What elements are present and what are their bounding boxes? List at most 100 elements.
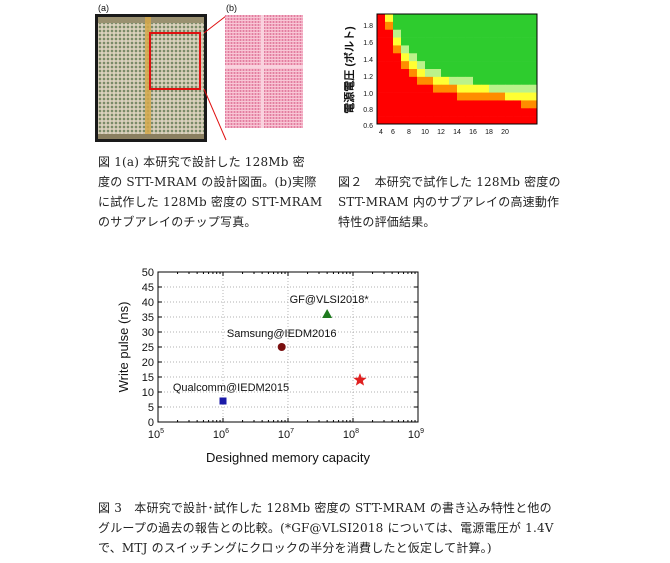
fig3-x-tick-label: 109 bbox=[408, 428, 424, 441]
fig3-y-tick-label: 50 bbox=[142, 267, 154, 279]
fig2-shmoo-cell bbox=[489, 116, 498, 125]
svg-text:18: 18 bbox=[485, 129, 493, 136]
fig2-shmoo-cell bbox=[441, 108, 450, 117]
fig2-shmoo-cell bbox=[465, 53, 474, 62]
fig2-shmoo-cell bbox=[433, 108, 442, 117]
fig2-shmoo-cell bbox=[393, 116, 402, 125]
fig2-shmoo-cell bbox=[425, 92, 434, 101]
fig2-shmoo-plot: 電源電圧 (ボルト) 1.8 1.6 1.4 1.2 1.0 0.8 0.6 6… bbox=[342, 13, 538, 136]
fig2-shmoo-cell bbox=[513, 61, 522, 70]
fig2-shmoo-cell bbox=[425, 100, 434, 109]
svg-text:1.0: 1.0 bbox=[363, 91, 373, 98]
fig3-y-tick-label: 40 bbox=[142, 297, 154, 309]
fig2-shmoo-cell bbox=[521, 116, 530, 125]
fig2-shmoo-cell bbox=[449, 92, 458, 101]
fig2-shmoo-cell bbox=[481, 21, 490, 31]
fig3-y-tick-label: 15 bbox=[142, 372, 154, 384]
fig2-shmoo-cell bbox=[393, 92, 402, 101]
fig2-shmoo-cell bbox=[489, 92, 498, 101]
fig2-shmoo-cell bbox=[521, 14, 530, 23]
fig3-y-tick-label: 20 bbox=[142, 357, 154, 369]
fig2-shmoo-cell bbox=[465, 76, 474, 86]
fig2-shmoo-cell bbox=[409, 14, 418, 23]
fig2-shmoo-cell bbox=[401, 69, 410, 78]
fig3-y-tick-label: 30 bbox=[142, 327, 154, 339]
fig2-shmoo-cell bbox=[505, 92, 514, 101]
fig2-shmoo-cell bbox=[529, 69, 538, 78]
fig2-shmoo-cell bbox=[481, 37, 490, 46]
fig2-shmoo-cell bbox=[497, 76, 506, 86]
fig2-shmoo-cell bbox=[505, 53, 514, 62]
fig3-y-tick-label: 35 bbox=[142, 312, 154, 324]
fig2-shmoo-cell bbox=[497, 21, 506, 31]
fig2-shmoo-cell bbox=[409, 45, 418, 54]
fig3-x-tick-label: 107 bbox=[278, 428, 294, 441]
fig2-shmoo-cell bbox=[417, 116, 426, 125]
svg-text:20: 20 bbox=[501, 129, 509, 136]
fig2-shmoo-cell bbox=[529, 14, 538, 23]
fig2-shmoo-cell bbox=[457, 29, 466, 38]
fig2-shmoo-cell bbox=[513, 92, 522, 101]
fig1-caption: 図 1(a) 本研究で設計した 128Mb 密 度の STT-MRAM の設計図… bbox=[98, 152, 333, 232]
fig2-shmoo-cell bbox=[401, 53, 410, 62]
fig2-shmoo-cell bbox=[449, 100, 458, 109]
fig2-shmoo-cell bbox=[449, 84, 458, 93]
fig2-shmoo-cell bbox=[457, 45, 466, 54]
fig2-shmoo-cell bbox=[433, 92, 442, 101]
fig2-shmoo-cell bbox=[529, 37, 538, 46]
fig2-shmoo-cell bbox=[497, 29, 506, 38]
fig3-caption-line: グループの過去の報告との比較。(*GF@VLSI2018 については、電源電圧が… bbox=[98, 521, 554, 535]
fig2-shmoo-cell bbox=[457, 37, 466, 46]
fig3-ticks: 0 5 10 15 20 25 30 35 40 45 50 105 106 107 108 109 bbox=[142, 267, 424, 441]
fig2-shmoo-cell bbox=[497, 69, 506, 78]
fig2-shmoo-cell bbox=[473, 29, 482, 38]
fig2-shmoo-cell bbox=[377, 116, 386, 125]
fig2-shmoo-cell bbox=[385, 100, 394, 109]
fig2-shmoo-cell bbox=[529, 108, 538, 117]
fig2-shmoo-cell bbox=[449, 76, 458, 86]
fig2-shmoo-cell bbox=[441, 21, 450, 31]
fig2-shmoo-cell bbox=[433, 37, 442, 46]
fig3-point-square bbox=[219, 397, 227, 405]
fig2-shmoo-cell bbox=[489, 45, 498, 54]
fig2-shmoo-cell bbox=[409, 92, 418, 101]
fig2-shmoo-cell bbox=[401, 116, 410, 125]
fig2-shmoo-cell bbox=[441, 92, 450, 101]
fig2-shmoo-cell bbox=[465, 21, 474, 31]
fig2-shmoo-cell bbox=[497, 84, 506, 93]
fig2-shmoo-cell bbox=[433, 53, 442, 62]
fig2-shmoo-cell bbox=[505, 21, 514, 31]
fig2-shmoo-cell bbox=[425, 84, 434, 93]
svg-text:1.4: 1.4 bbox=[363, 57, 373, 64]
fig2-shmoo-cell bbox=[457, 76, 466, 86]
fig2-shmoo-cell bbox=[393, 21, 402, 31]
fig2-shmoo-cell bbox=[385, 116, 394, 125]
fig2-shmoo-cell bbox=[377, 100, 386, 109]
fig2-shmoo-cell bbox=[481, 92, 490, 101]
svg-text:10: 10 bbox=[421, 129, 429, 136]
fig2-shmoo-cell bbox=[385, 69, 394, 78]
fig2-shmoo-cell bbox=[449, 61, 458, 70]
fig3-y-tick-label: 45 bbox=[142, 282, 154, 294]
fig3-y-tick-label: 25 bbox=[142, 342, 154, 354]
fig2-shmoo-grid bbox=[377, 14, 538, 125]
fig2-shmoo-cell bbox=[489, 14, 498, 23]
fig2-shmoo-cell bbox=[465, 92, 474, 101]
fig2-shmoo-cell bbox=[377, 53, 386, 62]
fig2-shmoo-cell bbox=[425, 76, 434, 86]
fig2-shmoo-cell bbox=[409, 116, 418, 125]
fig2-shmoo-cell bbox=[457, 69, 466, 78]
fig2-shmoo-cell bbox=[505, 45, 514, 54]
fig3-x-tick-label: 105 bbox=[148, 428, 164, 441]
fig2-shmoo-cell bbox=[481, 45, 490, 54]
fig2-shmoo-cell bbox=[465, 100, 474, 109]
fig2-shmoo-cell bbox=[393, 61, 402, 70]
fig2-shmoo-cell bbox=[425, 116, 434, 125]
fig2-shmoo-cell bbox=[481, 108, 490, 117]
fig3-x-tick-label: 108 bbox=[343, 428, 359, 441]
svg-text:1.6: 1.6 bbox=[363, 40, 373, 47]
svg-text:1.2: 1.2 bbox=[363, 74, 373, 81]
fig2-shmoo-cell bbox=[473, 108, 482, 117]
fig2-shmoo-cell bbox=[425, 108, 434, 117]
fig2-shmoo-cell bbox=[433, 61, 442, 70]
